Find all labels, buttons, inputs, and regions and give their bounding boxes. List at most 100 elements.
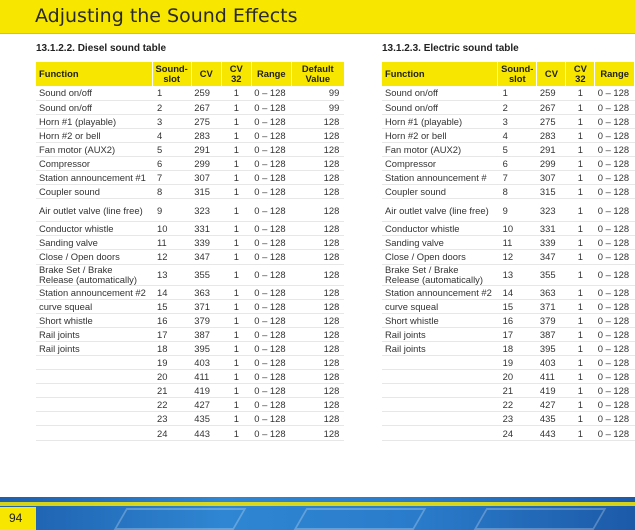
cell-cv32: 1: [221, 86, 252, 101]
cell-cv: 331: [536, 221, 566, 237]
cell-cv: 347: [191, 249, 222, 265]
table-row: 24 443 1 0 – 128 128: [36, 425, 345, 441]
cell-cv: 435: [191, 411, 222, 427]
cell-range: 0 – 128: [594, 425, 635, 441]
cell-range: 0 – 128: [594, 313, 635, 328]
cell-cv32: 1: [221, 425, 252, 441]
table-row: Fan motor (AUX2) 5 291 1 0 – 128: [382, 142, 635, 157]
cell-soundslot: 8: [497, 184, 537, 200]
cell-soundslot: 18: [497, 341, 537, 357]
cell-range: 0 – 128: [594, 249, 635, 265]
cell-range: 0 – 128: [251, 198, 292, 223]
cell-cv32: 1: [565, 249, 595, 265]
cell-soundslot: 8: [152, 184, 192, 200]
table-row: Fan motor (AUX2) 5 291 1 0 – 128 128: [36, 142, 345, 157]
cell-default: 128: [291, 355, 345, 371]
header-soundslot: Sound-slot: [152, 62, 192, 86]
cell-range: 0 – 128: [594, 369, 635, 385]
cell-default: 128: [291, 397, 345, 413]
footer-decoration: [473, 508, 607, 530]
cell-default: 99: [291, 100, 345, 115]
header-range: Range: [251, 62, 292, 86]
cell-soundslot: 20: [497, 369, 537, 385]
cell-function: Station announcement #2: [36, 285, 152, 300]
cell-soundslot: 15: [152, 299, 192, 314]
cell-range: 0 – 128: [251, 128, 292, 143]
cell-function: [382, 355, 498, 371]
cell-range: 0 – 128: [251, 369, 292, 385]
cell-cv32: 1: [221, 264, 252, 286]
cell-cv: 443: [536, 425, 566, 441]
cell-function: Air outlet valve (line free): [36, 198, 152, 223]
table-row: Brake Set / Brake Release (automatically…: [382, 264, 635, 286]
cell-default: 128: [291, 369, 345, 385]
cell-function: Air outlet valve (line free): [382, 198, 498, 223]
header-soundslot: Sound-slot: [497, 62, 538, 86]
cell-soundslot: 9: [152, 198, 192, 223]
table-row: Air outlet valve (line free) 9 323 1 0 – 128: [382, 198, 635, 223]
cell-function: Brake Set / Brake Release (automatically…: [382, 264, 498, 286]
cell-function: [36, 383, 152, 399]
cell-range: 0 – 128: [251, 170, 292, 186]
cell-cv: 339: [191, 235, 222, 251]
cell-cv: 403: [536, 355, 566, 371]
cell-function: Compressor: [382, 156, 498, 172]
cell-default: 128: [291, 249, 345, 265]
cell-cv: 283: [536, 128, 566, 143]
cell-cv32: 1: [565, 156, 595, 172]
cell-soundslot: 14: [152, 285, 192, 300]
header-default-line2: Value: [305, 73, 331, 84]
cell-range: 0 – 128: [251, 235, 292, 251]
cell-soundslot: 10: [497, 221, 537, 237]
table-row: Sanding valve 11 339 1 0 – 128: [382, 235, 635, 251]
header-cv: CV: [191, 62, 222, 86]
cell-range: 0 – 128: [251, 249, 292, 265]
header-cv32: CV 32: [565, 62, 596, 86]
cell-cv32: 1: [565, 221, 595, 237]
cell-cv: 411: [191, 369, 222, 385]
cell-soundslot: 16: [152, 313, 192, 328]
cell-range: 0 – 128: [251, 355, 292, 371]
cell-soundslot: 2: [497, 100, 537, 115]
cell-function: Horn #1 (playable): [382, 114, 498, 129]
cell-cv32: 1: [565, 100, 595, 115]
cell-cv32: 1: [221, 156, 252, 172]
cell-range: 0 – 128: [594, 100, 635, 115]
table-row: Close / Open doors 12 347 1 0 – 128 128: [36, 249, 345, 265]
cell-function: Station announcement #2: [382, 285, 498, 300]
cell-soundslot: 3: [497, 114, 537, 129]
cell-soundslot: 6: [497, 156, 537, 172]
cell-default: 128: [291, 313, 345, 328]
cell-cv32: 1: [221, 184, 252, 200]
cell-range: 0 – 128: [251, 313, 292, 328]
cell-function: [382, 369, 498, 385]
table-row: Sanding valve 11 339 1 0 – 128 128: [36, 235, 345, 251]
cell-range: 0 – 128: [251, 264, 292, 286]
cell-range: 0 – 128: [594, 156, 635, 172]
cell-soundslot: 12: [497, 249, 537, 265]
cell-cv32: 1: [565, 142, 595, 157]
diesel-sound-table: Function Sound-slot CV CV 32 Range Defau…: [36, 62, 345, 441]
cell-function: Conductor whistle: [382, 221, 498, 237]
cell-cv32: 1: [221, 198, 252, 223]
cell-soundslot: 22: [152, 397, 192, 413]
electric-header-row: Function Sound-slot CV CV 32 Range: [382, 62, 635, 86]
table-row: 21 419 1 0 – 128 128: [36, 383, 345, 399]
cell-default: 128: [291, 156, 345, 172]
cell-cv: 331: [191, 221, 222, 237]
cell-soundslot: 3: [152, 114, 192, 129]
cell-cv: 267: [191, 100, 222, 115]
cell-cv: 339: [536, 235, 566, 251]
cell-range: 0 – 128: [251, 114, 292, 129]
cell-range: 0 – 128: [594, 221, 635, 237]
cell-function: Coupler sound: [382, 184, 498, 200]
cell-range: 0 – 128: [594, 142, 635, 157]
cell-default: 128: [291, 411, 345, 427]
header-default-line1: Default: [301, 63, 334, 74]
cell-cv: 291: [536, 142, 566, 157]
cell-cv32: 1: [565, 411, 595, 427]
cell-range: 0 – 128: [594, 184, 635, 200]
cell-cv32: 1: [565, 128, 595, 143]
cell-range: 0 – 128: [251, 142, 292, 157]
cell-function: Short whistle: [36, 313, 152, 328]
